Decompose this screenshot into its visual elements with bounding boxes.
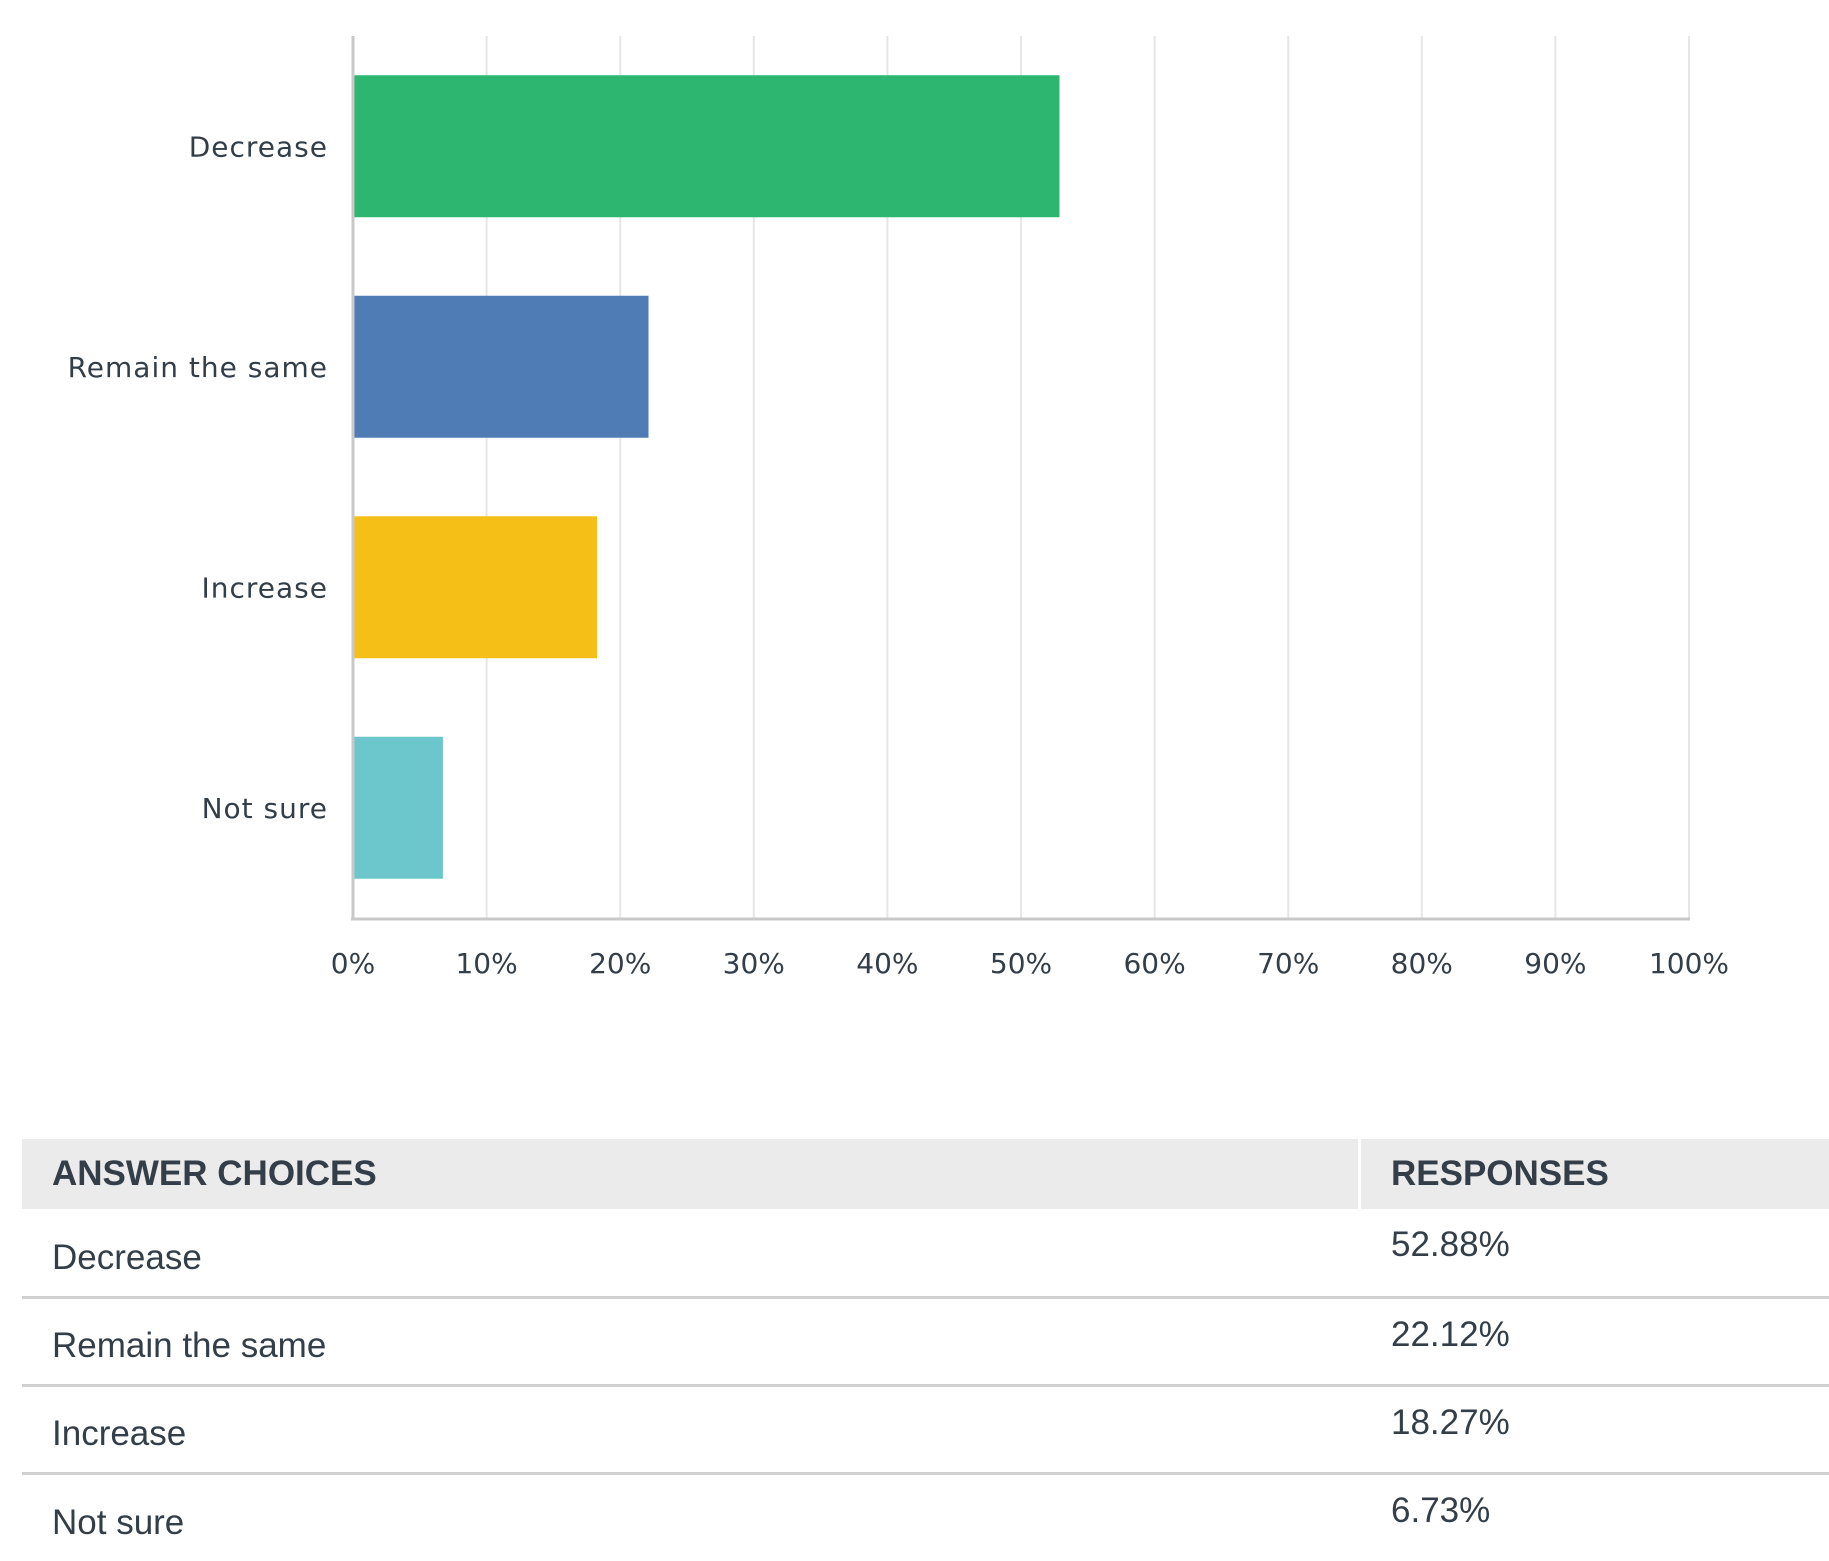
x-tick-label: 10% — [455, 947, 517, 980]
bars — [354, 75, 1059, 879]
x-tick-label: 100% — [1649, 947, 1729, 980]
x-tick-label: 0% — [331, 947, 375, 980]
table-row: Increase 18.27% — [22, 1385, 1829, 1473]
bar — [354, 737, 443, 879]
answer-choice-cell: Remain the same — [22, 1297, 1360, 1385]
category-labels: Decrease Remain the same Increase Not sure — [68, 130, 328, 825]
response-cell: 18.27% — [1360, 1385, 1829, 1473]
x-tick-label: 30% — [723, 947, 785, 980]
table-header-row: ANSWER CHOICES RESPONSES — [22, 1139, 1829, 1209]
bar — [354, 296, 649, 438]
category-label: Decrease — [189, 130, 328, 163]
bar — [354, 75, 1059, 217]
x-tick-label: 50% — [990, 947, 1052, 980]
x-tick-label: 70% — [1257, 947, 1319, 980]
x-tick-label: 60% — [1123, 947, 1185, 980]
results-table: ANSWER CHOICES RESPONSES Decrease 52.88%… — [22, 1139, 1829, 1561]
answer-choices-header: ANSWER CHOICES — [22, 1139, 1360, 1209]
x-tick-label: 40% — [856, 947, 918, 980]
answer-choice-cell: Increase — [22, 1385, 1360, 1473]
table-row: Decrease 52.88% — [22, 1209, 1829, 1297]
x-tick-label: 90% — [1524, 947, 1586, 980]
table-row: Not sure 6.73% — [22, 1473, 1829, 1561]
x-tick-labels: 0% 10% 20% 30% 40% 50% 60% 70% 80% 90% 100% — [331, 947, 1729, 980]
bar — [354, 516, 597, 658]
x-tick-label: 80% — [1391, 947, 1453, 980]
table-row: Remain the same 22.12% — [22, 1297, 1829, 1385]
category-label: Increase — [202, 571, 329, 604]
response-cell: 22.12% — [1360, 1297, 1829, 1385]
response-cell: 6.73% — [1360, 1473, 1829, 1561]
category-label: Remain the same — [68, 351, 328, 384]
answer-choice-cell: Not sure — [22, 1473, 1360, 1561]
answer-choice-cell: Decrease — [22, 1209, 1360, 1297]
category-label: Not sure — [202, 792, 328, 825]
x-tick-label: 20% — [589, 947, 651, 980]
response-cell: 52.88% — [1360, 1209, 1829, 1297]
responses-header: RESPONSES — [1360, 1139, 1829, 1209]
